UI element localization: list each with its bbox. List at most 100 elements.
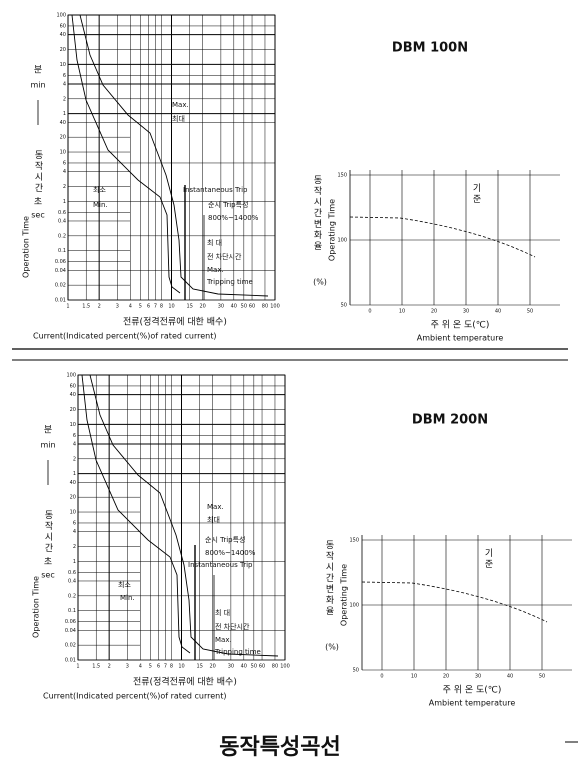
x-tick-label: 80: [262, 304, 268, 310]
annotation: 최소: [93, 185, 106, 194]
y-label: sec: [41, 571, 55, 580]
annotation: 최 대: [215, 608, 230, 617]
y-tick-label: 0.4: [58, 218, 66, 224]
annotation: Max.: [207, 503, 224, 511]
x-label: 주 위 온 도(℃): [443, 685, 502, 696]
y-tick-label: 20: [70, 495, 76, 501]
y-tick-label: 50: [341, 303, 347, 309]
x-tick-label: 30: [463, 309, 469, 315]
x-tick-label: 60: [249, 304, 255, 310]
x-tick-label: 0: [380, 674, 383, 680]
y-tick-label: 0.02: [55, 283, 66, 289]
y-tick-label: 10: [70, 510, 76, 516]
y-tick-label: 6: [63, 160, 66, 166]
y-tick-label: 1: [63, 199, 66, 205]
annotation: 최대: [172, 114, 185, 123]
annotation: Tripping time: [214, 648, 261, 656]
annotation: Max.: [172, 101, 189, 109]
x-tick-label: 50: [527, 309, 533, 315]
y-tick-label: 150: [349, 538, 359, 544]
y-label: min: [30, 81, 45, 90]
x-tick-label: 0: [368, 309, 371, 315]
y-tick-label: 40: [70, 480, 76, 486]
temp-curve: [349, 216, 536, 258]
y-tick-label: 4: [63, 81, 66, 87]
x-tick-label: 50: [539, 674, 545, 680]
y-tick-label: 2: [73, 544, 76, 550]
y-tick-label: 100: [337, 238, 347, 244]
annotation: 최소: [118, 580, 131, 589]
x-tick-label: 5: [139, 304, 142, 310]
x-tick-label: 20: [199, 304, 205, 310]
y-tick-label: 0.06: [65, 619, 76, 625]
y-tick-label: 0.6: [68, 570, 76, 576]
x-tick-label: 100: [270, 304, 280, 310]
panel-title: DBM 100N: [392, 41, 468, 56]
max-curve: [79, 14, 269, 297]
x-tick-label: 40: [241, 664, 247, 670]
y-tick-label: 60: [70, 383, 76, 389]
x-tick-label: 10: [168, 304, 174, 310]
y-label: 동작시간변화율: [312, 175, 322, 252]
y-tick-label: 40: [70, 392, 76, 398]
y-tick-label: 10: [60, 62, 66, 68]
annotation: Min.: [120, 594, 135, 602]
annotation: 순시 Trip특성: [208, 200, 249, 209]
x-tick-label: 8: [170, 664, 173, 670]
y-tick-label: 6: [73, 520, 76, 526]
y-tick-label: 0.1: [58, 248, 66, 254]
y-tick-label: 0.04: [65, 628, 76, 634]
y-tick-label: 4: [73, 529, 76, 535]
y-label: min: [40, 441, 55, 450]
y-tick-label: 1: [73, 471, 76, 477]
panel-title: DBM 200N: [412, 413, 488, 428]
y-tick-label: 0.2: [68, 593, 76, 599]
y-label: (%): [313, 278, 327, 287]
x-tick-label: 50: [241, 304, 247, 310]
x-tick-label: 5: [149, 664, 152, 670]
y-label: Operation Time: [22, 216, 31, 278]
y-tick-label: 0.01: [55, 298, 66, 304]
x-tick-label: 2: [98, 304, 101, 310]
y-label: 동작시간: [33, 150, 43, 194]
x-tick-label: 20: [443, 674, 449, 680]
annotation: 최대: [207, 515, 220, 524]
x-label: Ambient temperature: [417, 334, 504, 343]
x-tick-label: 3: [116, 304, 119, 310]
x-tick-label: 7: [154, 304, 157, 310]
x-label: 전류(정격전류에 대한 배수): [133, 676, 237, 688]
y-tick-label: 50: [353, 668, 359, 674]
y-label: 초: [34, 197, 42, 208]
x-tick-label: 40: [507, 674, 513, 680]
annotation: Max.: [215, 636, 232, 644]
x-tick-label: 30: [228, 664, 234, 670]
y-tick-label: 0.2: [58, 233, 66, 239]
y-tick-label: 0.01: [65, 658, 76, 664]
ref-label: 기준: [471, 183, 481, 205]
x-tick-label: 30: [218, 304, 224, 310]
x-label: 전류(정격전류에 대한 배수): [123, 316, 227, 328]
annotation: Min.: [93, 201, 108, 209]
footer-title: 동작특성곡선: [219, 735, 340, 760]
x-tick-label: 2: [108, 664, 111, 670]
y-label: Operating Time: [340, 564, 349, 626]
y-tick-label: 100: [66, 373, 76, 379]
y-label: 초: [44, 557, 52, 568]
annotation: Instantaneous Trip: [188, 561, 253, 569]
annotation: Instantaneous Trip: [183, 186, 248, 194]
x-tick-label: 30: [475, 674, 481, 680]
annotation: 800%~1400%: [205, 549, 256, 557]
y-tick-label: 10: [60, 150, 66, 156]
x-tick-label: 40: [231, 304, 237, 310]
x-tick-label: 6: [147, 304, 150, 310]
x-tick-label: 15: [197, 664, 203, 670]
x-tick-label: 1.5: [92, 664, 100, 670]
x-tick-label: 15: [187, 304, 193, 310]
annotation: 최 대: [207, 238, 222, 247]
y-tick-label: 6: [73, 433, 76, 439]
y-tick-label: 100: [349, 603, 359, 609]
x-label: Current(Indicated percent(%)of rated cur…: [33, 332, 216, 341]
x-tick-label: 7: [164, 664, 167, 670]
y-tick-label: 1: [63, 111, 66, 117]
annotation: 전 차단시간: [207, 252, 242, 261]
